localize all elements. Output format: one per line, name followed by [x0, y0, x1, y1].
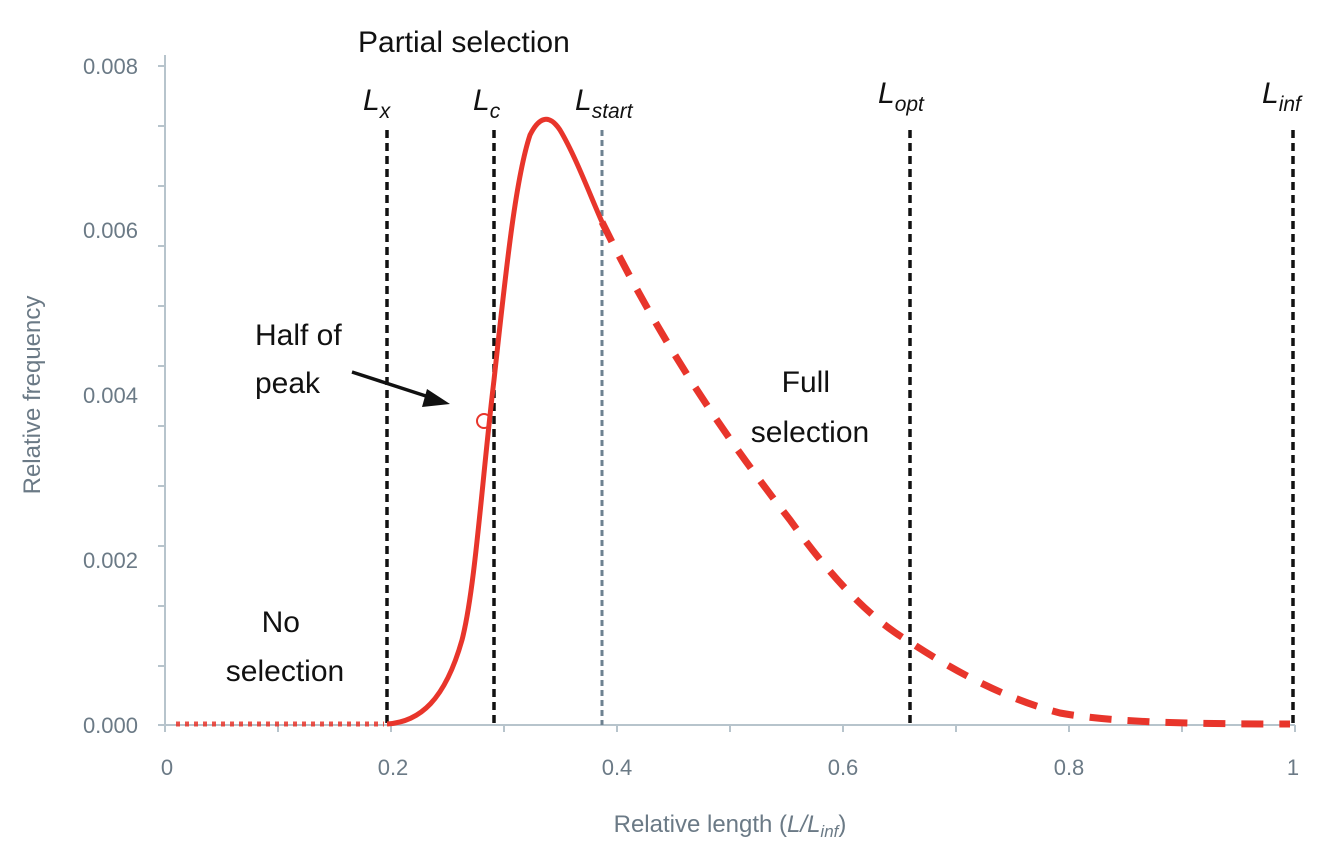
y-ticks	[158, 65, 165, 726]
annotation-no-selection: No selection	[226, 606, 344, 688]
x-tick-label: 0.2	[378, 755, 409, 780]
annotation-partial-selection: Partial selection	[358, 26, 570, 59]
x-tick-labels: 0 0.2 0.4 0.6 0.8 1	[161, 755, 1299, 780]
label-lstart: Lstart	[575, 84, 634, 123]
y-tick-label: 0.002	[83, 548, 138, 573]
x-tick-label: 1	[1287, 755, 1299, 780]
curve-full-selection	[598, 220, 1291, 728]
label-lx: Lx	[363, 84, 392, 123]
y-tick-label: 0.006	[83, 218, 138, 243]
y-tick-label: 0.008	[83, 54, 138, 79]
label-lopt: Lopt	[878, 77, 925, 116]
arrow-icon	[351, 370, 450, 407]
label-linf: Linf	[1262, 77, 1303, 116]
y-tick-label: 0.004	[83, 383, 138, 408]
x-tick-label: 0.4	[602, 755, 633, 780]
x-ticks	[164, 725, 1296, 732]
x-tick-label: 0	[161, 755, 173, 780]
y-tick-label: 0.000	[83, 713, 138, 738]
half-peak-marker	[476, 413, 492, 429]
y-tick-labels: 0.008 0.006 0.004 0.002 0.000	[83, 54, 138, 738]
x-axis-title: Relative length (L/Linf)	[614, 811, 847, 841]
y-axis-title: Relative frequency	[19, 296, 46, 495]
label-lc: Lc	[473, 84, 501, 123]
x-tick-label: 0.6	[828, 755, 859, 780]
curve-partial-selection	[386, 116, 605, 727]
x-tick-label: 0.8	[1054, 755, 1085, 780]
annotation-half-of-peak: Half of peak	[255, 319, 350, 400]
annotation-full-selection: Full selection	[751, 366, 869, 449]
